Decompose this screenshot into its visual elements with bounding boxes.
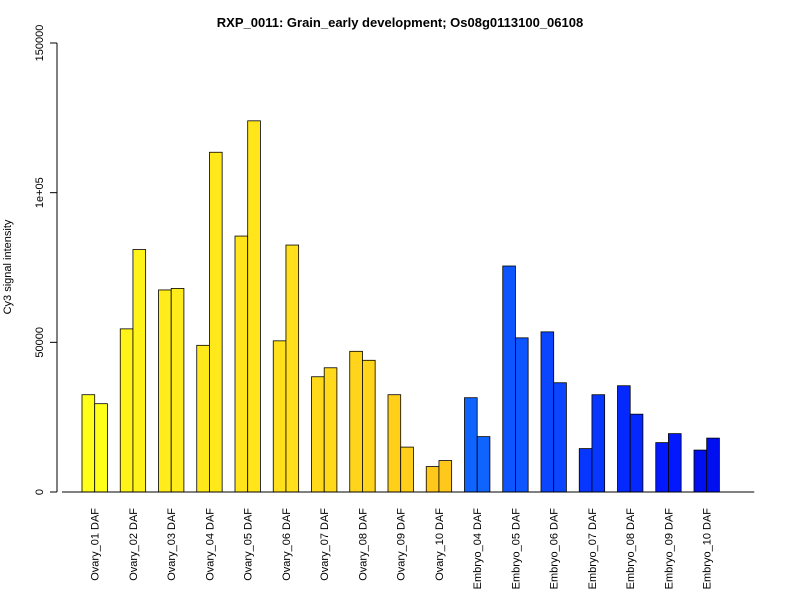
x-tick-label: Embryo_04 DAF <box>472 508 484 590</box>
bar <box>693 449 708 493</box>
bar <box>578 448 593 493</box>
x-tick-label: Ovary_09 DAF <box>396 508 408 581</box>
bar <box>515 337 529 493</box>
chart-title: RXP_0011: Grain_early development; Os08g… <box>217 15 583 30</box>
bar <box>553 382 567 493</box>
x-tick-label: Ovary_03 DAF <box>166 508 178 581</box>
x-tick-label: Embryo_06 DAF <box>549 508 561 590</box>
y-axis: 0 50000 1e+05 150000 <box>34 25 58 495</box>
y-tick-label: 50000 <box>34 327 46 358</box>
bar <box>591 394 606 493</box>
bar <box>476 436 491 493</box>
bar <box>311 376 325 493</box>
x-tick-label: Ovary_04 DAF <box>204 508 216 581</box>
x-tick-label: Ovary_07 DAF <box>319 508 331 581</box>
bar <box>362 359 376 493</box>
bar <box>668 433 682 493</box>
x-tick-label: Embryo_09 DAF <box>663 508 675 590</box>
bar <box>502 265 516 493</box>
bar <box>400 446 414 493</box>
bar <box>438 460 453 493</box>
bar <box>349 350 363 493</box>
bar <box>425 466 440 493</box>
bar <box>158 289 172 493</box>
x-tick-label: Ovary_01 DAF <box>90 508 102 581</box>
x-tick-label: Embryo_05 DAF <box>510 508 522 590</box>
bar <box>323 367 338 493</box>
bar <box>464 397 478 493</box>
bar <box>132 249 147 493</box>
bar <box>655 442 669 493</box>
bar <box>387 394 402 493</box>
bar <box>170 288 185 493</box>
bar <box>94 403 108 493</box>
bar <box>234 235 249 493</box>
y-tick-label: 0 <box>34 489 46 495</box>
bars-group <box>81 120 720 493</box>
bar <box>196 344 210 493</box>
bar <box>629 413 644 493</box>
x-tick-label: Ovary_02 DAF <box>128 508 140 581</box>
x-tick-label: Ovary_10 DAF <box>434 508 446 581</box>
bar <box>706 437 720 493</box>
y-tick-label: 1e+05 <box>34 177 46 208</box>
bar <box>272 340 287 493</box>
bar <box>285 244 300 493</box>
x-tick-label: Embryo_07 DAF <box>587 508 599 590</box>
bar <box>119 328 134 493</box>
bar <box>81 394 96 493</box>
y-tick-label: 150000 <box>34 25 46 62</box>
bar <box>209 151 223 493</box>
bar <box>247 120 261 493</box>
bar <box>540 331 555 493</box>
x-tick-label: Ovary_08 DAF <box>357 508 369 581</box>
y-axis-label: Cy3 signal intensity <box>2 219 14 314</box>
x-tick-label: Embryo_10 DAF <box>702 508 714 590</box>
bar <box>617 385 631 493</box>
x-tick-label: Ovary_06 DAF <box>281 508 293 581</box>
x-tick-label: Ovary_05 DAF <box>243 508 255 581</box>
x-tick-labels: Ovary_01 DAF Ovary_02 DAF Ovary_03 DAF Ovar… <box>90 508 714 590</box>
x-tick-label: Embryo_08 DAF <box>625 508 637 590</box>
